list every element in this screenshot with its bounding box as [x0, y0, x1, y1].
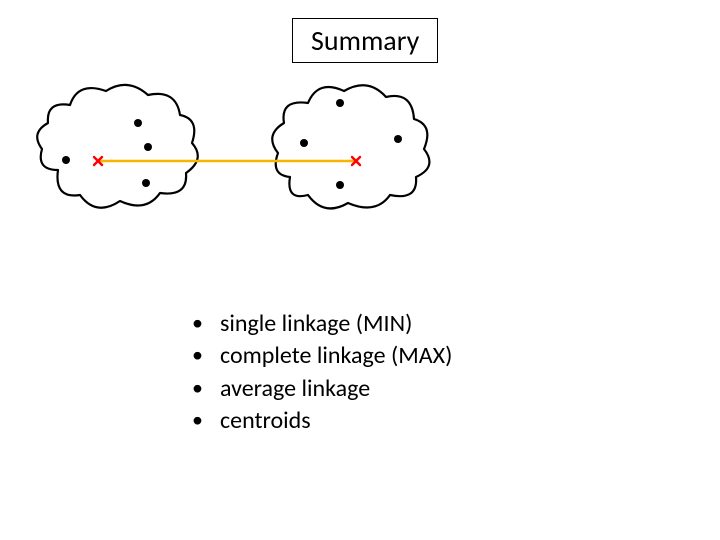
- bullet-item: •complete linkage (MAX): [192, 340, 452, 372]
- bullet-dot-icon: •: [192, 308, 220, 338]
- point-left-0: [62, 156, 70, 164]
- bullet-item: •average linkage: [192, 373, 452, 405]
- title-box: Summary: [292, 18, 438, 63]
- bullet-label: average linkage: [220, 373, 370, 405]
- point-left-1: [134, 119, 142, 127]
- point-right-0: [300, 139, 308, 147]
- bullet-item: •centroids: [192, 405, 452, 437]
- bullet-label: single linkage (MIN): [220, 308, 412, 340]
- bullet-label: complete linkage (MAX): [220, 340, 452, 372]
- bullet-dot-icon: •: [192, 340, 220, 370]
- cluster-cloud-left: [37, 85, 198, 208]
- point-left-2: [144, 143, 152, 151]
- diagram-svg: [28, 65, 458, 225]
- point-right-3: [336, 181, 344, 189]
- bullet-dot-icon: •: [192, 405, 220, 435]
- point-left-3: [142, 179, 150, 187]
- point-right-1: [336, 99, 344, 107]
- bullet-dot-icon: •: [192, 373, 220, 403]
- cluster-linkage-diagram: [28, 65, 458, 225]
- bullet-item: •single linkage (MIN): [192, 308, 452, 340]
- bullet-label: centroids: [220, 405, 311, 437]
- point-right-2: [394, 135, 402, 143]
- linkage-bullet-list: •single linkage (MIN)•complete linkage (…: [192, 308, 452, 438]
- cluster-cloud-right: [272, 85, 429, 208]
